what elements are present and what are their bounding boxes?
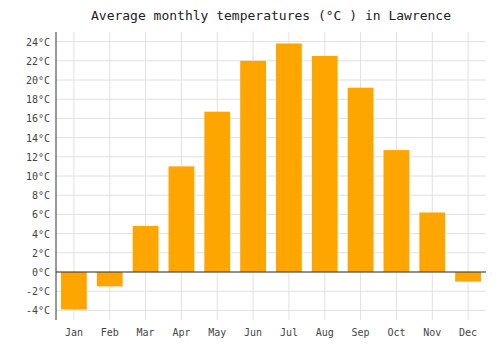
y-tick-label: -4°C <box>26 305 50 316</box>
bar <box>240 61 266 272</box>
bar <box>169 166 195 272</box>
bar <box>97 272 123 286</box>
bars <box>61 44 481 310</box>
x-tick-label: Aug <box>316 327 334 338</box>
y-tick-label: 22°C <box>26 56 50 67</box>
bar <box>61 272 87 309</box>
x-tick-label: Feb <box>101 327 119 338</box>
bar <box>312 56 338 272</box>
x-tick-label: Jan <box>65 327 83 338</box>
y-tick-label: 20°C <box>26 75 50 86</box>
grid-line <box>56 60 486 61</box>
grid-line <box>56 118 486 119</box>
bar <box>455 272 481 282</box>
axes: -4°C -2°C 0°C 2°C 4°C 6°C 8°C 10°C 12°C 14°C 16°C 1… <box>26 37 477 338</box>
y-tick-label: 8°C <box>32 190 50 201</box>
y-tick-label: 14°C <box>26 133 50 144</box>
bar <box>204 112 230 272</box>
x-tick-label: Oct <box>387 327 405 338</box>
x-tick-label: Jul <box>280 327 298 338</box>
y-axis-line <box>56 32 57 320</box>
grid-line <box>56 156 486 157</box>
grid-line <box>56 41 486 42</box>
y-tick-label: 10°C <box>26 171 50 182</box>
x-tick-label: Mar <box>137 327 155 338</box>
chart: Average monthly temperatures (°C ) in La… <box>0 0 500 350</box>
grid-line <box>56 137 486 138</box>
grid-line <box>56 272 486 273</box>
grid-line <box>432 32 433 320</box>
bar <box>133 226 159 272</box>
grid-line <box>56 291 486 292</box>
x-tick-label: Nov <box>423 327 441 338</box>
bar <box>419 212 445 272</box>
x-tick-label: Dec <box>459 327 477 338</box>
grid-line <box>145 32 146 320</box>
bar <box>384 150 410 272</box>
baseline <box>56 271 486 272</box>
grid-line <box>56 80 486 81</box>
grid-line <box>56 195 486 196</box>
y-tick-label: 0°C <box>32 267 50 278</box>
x-tick-label: Sep <box>352 327 370 338</box>
x-tick-label: May <box>208 327 226 338</box>
y-tick-label: 16°C <box>26 113 50 124</box>
y-tick-label: 2°C <box>32 248 50 259</box>
x-tick-label: Apr <box>172 327 190 338</box>
bar <box>276 44 302 272</box>
grid-line <box>56 176 486 177</box>
grid-line <box>56 99 486 100</box>
grid <box>56 32 486 320</box>
x-tick-label: Jun <box>244 327 262 338</box>
title: Average monthly temperatures (°C ) in La… <box>91 8 451 23</box>
bar <box>348 88 374 272</box>
grid-line <box>56 310 486 311</box>
y-tick-label: 24°C <box>26 37 50 48</box>
y-tick-label: 4°C <box>32 229 50 240</box>
y-tick-label: 12°C <box>26 152 50 163</box>
y-tick-label: -2°C <box>26 286 50 297</box>
y-tick-label: 18°C <box>26 94 50 105</box>
y-tick-label: 6°C <box>32 209 50 220</box>
